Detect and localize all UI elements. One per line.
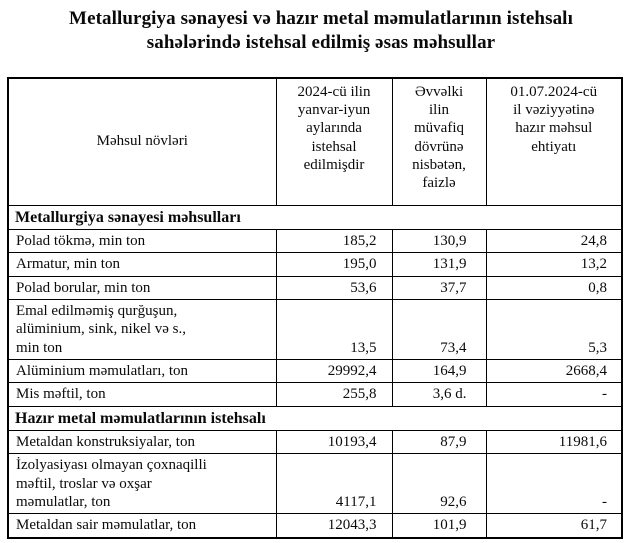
section-header-label: Hazır metal məmulatlarının istehsalı <box>7 405 623 432</box>
table-row: Emal edilməmiş qurğuşun, alüminium, sink… <box>7 299 623 360</box>
stock-value-cell: 61,7 <box>485 513 623 539</box>
column-header-finished-stock: 01.07.2024-cü il vəziyyətinə hazır məhsu… <box>485 77 623 206</box>
stock-value-cell: 13,2 <box>485 252 623 277</box>
table-body: Metallurgiya sənayesi məhsulları Polad t… <box>7 204 623 539</box>
produced-value-cell: 4117,1 <box>275 453 393 515</box>
vs-previous-value-cell: 3,6 d. <box>391 382 487 407</box>
produced-value-cell: 13,5 <box>275 299 393 360</box>
table-row: Polad borular, min ton 53,6 37,7 0,8 <box>7 275 623 301</box>
vs-previous-value-cell: 73,4 <box>391 299 487 360</box>
product-name-cell: İzolyasiyası olmayan çoxnaqilli məftil, … <box>7 453 277 515</box>
table-header: Məhsul növləri 2024-cü ilin yanvar-iyun … <box>7 77 623 206</box>
product-name-cell: Metaldan sair məmulatlar, ton <box>7 513 277 539</box>
section-header-row-finished-metal: Hazır metal məmulatlarının istehsalı <box>7 405 623 432</box>
stock-value-cell: 11981,6 <box>485 430 623 455</box>
product-name-cell: Alüminium məmulatları, ton <box>7 358 277 384</box>
header-row: Məhsul növləri 2024-cü ilin yanvar-iyun … <box>7 77 623 206</box>
vs-previous-value-cell: 130,9 <box>391 229 487 254</box>
vs-previous-value-cell: 164,9 <box>391 358 487 384</box>
product-name-cell: Metaldan konstruksiyalar, ton <box>7 430 277 455</box>
vs-previous-value-cell: 87,9 <box>391 430 487 455</box>
table-row: Alüminium məmulatları, ton 29992,4 164,9… <box>7 358 623 384</box>
table-row: İzolyasiyası olmayan çoxnaqilli məftil, … <box>7 453 623 515</box>
column-header-vs-previous-year: Əvvəlki ilin müvafiq dövrünə nisbətən, f… <box>391 77 487 206</box>
products-table: Məhsul növləri 2024-cü ilin yanvar-iyun … <box>7 76 623 539</box>
section-header-row-metallurgy: Metallurgiya sənayesi məhsulları <box>7 204 623 231</box>
product-name-cell: Mis məftil, ton <box>7 382 277 407</box>
stock-value-cell: - <box>485 453 623 515</box>
table-row: Mis məftil, ton 255,8 3,6 d. - <box>7 382 623 407</box>
stock-value-cell: - <box>485 382 623 407</box>
product-name-cell: Polad borular, min ton <box>7 275 277 301</box>
product-name-cell: Emal edilməmiş qurğuşun, alüminium, sink… <box>7 299 277 360</box>
table-row: Polad tökmə, min ton 185,2 130,9 24,8 <box>7 229 623 254</box>
vs-previous-value-cell: 92,6 <box>391 453 487 515</box>
product-name-cell: Armatur, min ton <box>7 252 277 277</box>
produced-value-cell: 195,0 <box>275 252 393 277</box>
product-name-cell: Polad tökmə, min ton <box>7 229 277 254</box>
vs-previous-value-cell: 101,9 <box>391 513 487 539</box>
produced-value-cell: 29992,4 <box>275 358 393 384</box>
table-row: Metaldan sair məmulatlar, ton 12043,3 10… <box>7 513 623 539</box>
table-row: Armatur, min ton 195,0 131,9 13,2 <box>7 252 623 277</box>
stock-value-cell: 0,8 <box>485 275 623 301</box>
vs-previous-value-cell: 37,7 <box>391 275 487 301</box>
stock-value-cell: 2668,4 <box>485 358 623 384</box>
column-header-product-types: Məhsul növləri <box>7 77 277 206</box>
section-header-label: Metallurgiya sənayesi məhsulları <box>7 204 623 231</box>
stock-value-cell: 24,8 <box>485 229 623 254</box>
produced-value-cell: 185,2 <box>275 229 393 254</box>
table-row: Metaldan konstruksiyalar, ton 10193,4 87… <box>7 430 623 455</box>
page-title: Metallurgiya sənayesi və hazır metal məm… <box>69 8 573 54</box>
produced-value-cell: 10193,4 <box>275 430 393 455</box>
produced-value-cell: 12043,3 <box>275 513 393 539</box>
stock-value-cell: 5,3 <box>485 299 623 360</box>
produced-value-cell: 53,6 <box>275 275 393 301</box>
produced-value-cell: 255,8 <box>275 382 393 407</box>
vs-previous-value-cell: 131,9 <box>391 252 487 277</box>
column-header-produced-2024: 2024-cü ilin yanvar-iyun aylarında isteh… <box>275 77 393 206</box>
